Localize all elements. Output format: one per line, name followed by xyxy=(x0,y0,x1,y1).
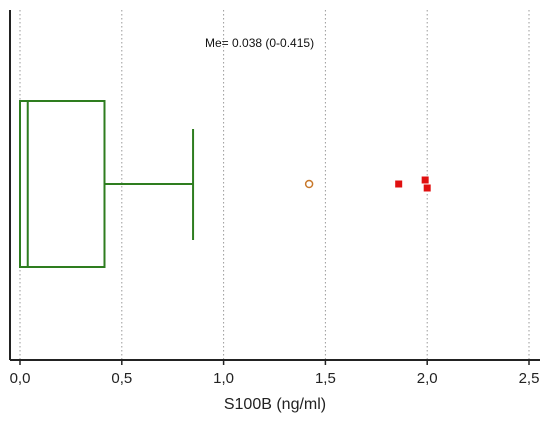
grid-lines xyxy=(19,10,530,360)
median-annotation: Me= 0.038 (0-0.415) xyxy=(205,36,314,50)
x-tick-label: 1,5 xyxy=(315,370,336,387)
x-tick-label: 1,0 xyxy=(213,370,234,387)
x-tick-label: 0,0 xyxy=(10,370,31,387)
x-tick-labels: 0,0 0,5 1,0 1,5 2,0 2,5 xyxy=(10,360,540,387)
axes xyxy=(9,10,540,361)
far-outlier-point xyxy=(395,180,403,188)
far-outlier-point xyxy=(421,176,429,184)
outlier-points xyxy=(304,176,431,192)
x-tick-label: 2,0 xyxy=(417,370,438,387)
outlier-point xyxy=(304,179,314,189)
box-iqr xyxy=(19,100,106,268)
x-tick-label: 0,5 xyxy=(111,370,132,387)
x-tick-label: 2,5 xyxy=(519,370,540,387)
box-plot xyxy=(19,100,195,268)
x-axis-title: S100B (ng/ml) xyxy=(224,396,326,413)
far-outlier-point xyxy=(423,184,431,192)
